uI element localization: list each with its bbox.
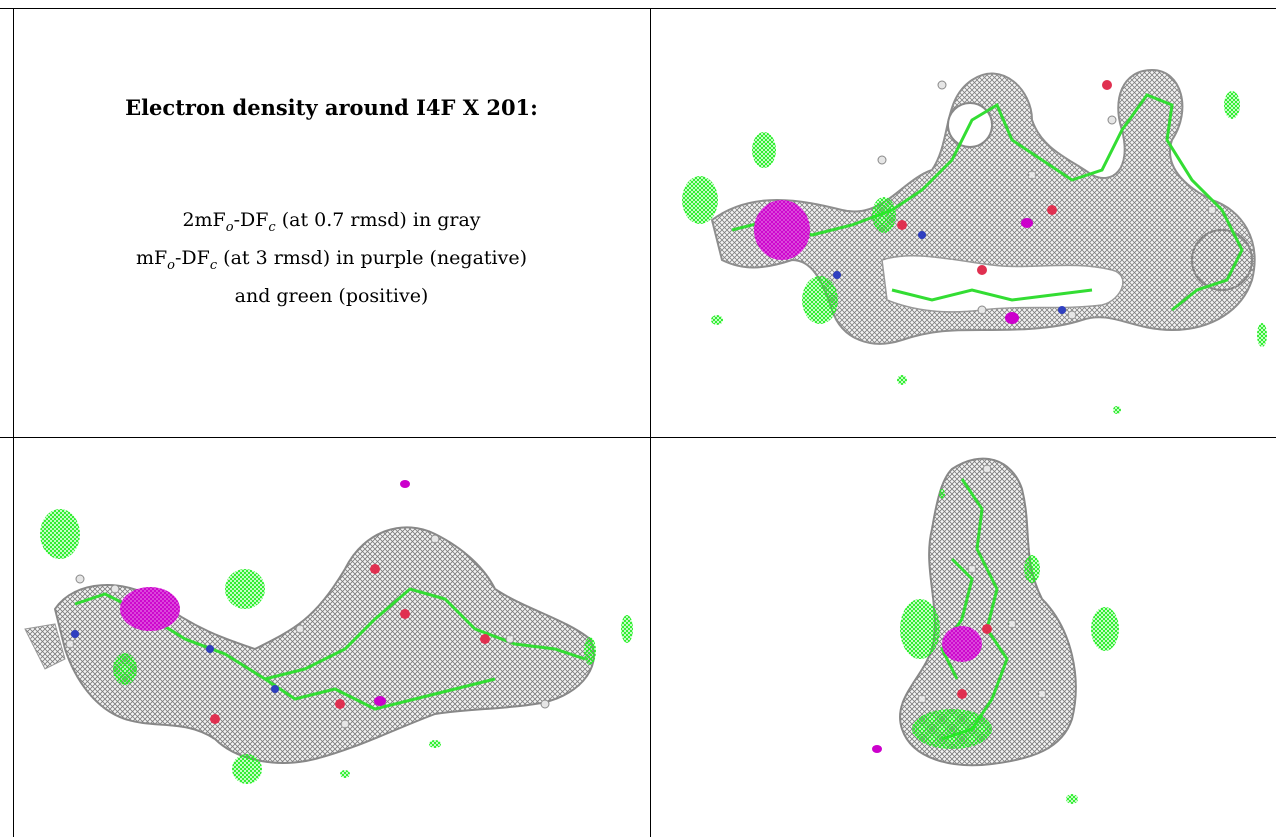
density-view-bottom-right	[652, 439, 1276, 837]
caption-line-2: mFo-DFc (at 3 rmsd) in purple (negative)	[135, 246, 528, 273]
frame-middle-line	[650, 8, 651, 837]
density-view-top-right	[652, 10, 1276, 436]
caption-body: 2mFo-DFc (at 0.7 rmsd) in gray mFo-DFc (…	[14, 205, 649, 312]
density-view-bottom-left	[15, 439, 649, 837]
frame-top-line	[0, 8, 1276, 9]
positive-density-green	[40, 509, 633, 784]
atoms	[65, 534, 550, 729]
frame-row-divider	[0, 437, 1276, 438]
caption-line-1: 2mFo-DFc (at 0.7 rmsd) in gray	[182, 209, 481, 235]
density-render-bottom-left	[24, 480, 633, 784]
positive-density-green	[900, 489, 1119, 804]
gray-mesh-density	[24, 526, 595, 764]
frame-left-line	[13, 8, 14, 837]
positive-density-green	[682, 91, 1267, 414]
density-render-bottom-right	[872, 457, 1119, 804]
negative-density-purple	[120, 480, 410, 706]
caption-title: Electron density around I4F X 201:	[125, 95, 538, 120]
caption-line-3: and green (positive)	[234, 284, 429, 307]
gray-mesh-density	[899, 457, 1077, 767]
density-render-top-right	[682, 68, 1267, 414]
negative-density-purple	[872, 626, 982, 753]
gray-mesh-density	[710, 68, 1256, 345]
negative-density-purple	[754, 200, 1033, 324]
